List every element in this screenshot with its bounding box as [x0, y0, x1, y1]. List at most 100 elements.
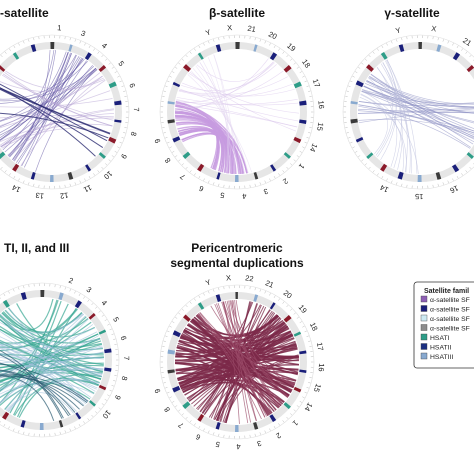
centromere-block [466, 152, 474, 160]
ring-tick [213, 289, 215, 292]
link-ribbon [0, 54, 77, 122]
ring-tick [259, 39, 261, 42]
ring-tick [309, 345, 312, 347]
ring-tick [286, 304, 289, 308]
ring-tick [171, 71, 175, 73]
tick-ring [0, 34, 130, 190]
title-beta-satellite: β-satellite [209, 6, 265, 20]
ring-tick [181, 58, 184, 61]
link-ribbon [370, 73, 474, 129]
chromosome-label: 14 [308, 142, 320, 153]
ring-tick [165, 335, 168, 337]
ring-tick [208, 40, 210, 44]
centromere-block [269, 414, 277, 423]
ring-tick [198, 425, 201, 429]
centromere-block [350, 118, 358, 124]
chromosome-label: Y [204, 278, 212, 288]
legend-swatch [420, 314, 428, 322]
ring-tick [377, 173, 379, 176]
ring-tick [108, 159, 111, 162]
ring-tick [88, 45, 91, 49]
ring-tick [174, 66, 178, 69]
legend-label: HSATIII [430, 354, 453, 361]
chromosome-label: 1 [297, 162, 307, 171]
centromere-block [2, 299, 10, 308]
link-ribbon [216, 303, 267, 417]
ring-tick [469, 166, 472, 170]
legend-swatch [420, 333, 428, 341]
link-ribbon [0, 77, 104, 93]
link-ribbon [176, 97, 299, 106]
ring-tick [69, 288, 71, 292]
ring-tick [8, 291, 10, 294]
chromosome-label: 18 [300, 58, 312, 70]
ring-tick [169, 325, 172, 328]
ring-tick [469, 54, 472, 58]
ring-tick [361, 159, 364, 162]
ring-tick [269, 428, 271, 431]
ring-tick [79, 40, 81, 44]
chromosome-label: 8 [162, 405, 172, 414]
chromosome-label: 3 [85, 285, 93, 295]
link-ribbon [358, 107, 474, 114]
ring-tick [33, 183, 35, 187]
link-ribbon [219, 301, 251, 422]
link-ribbon [175, 100, 233, 174]
link-ribbon [179, 304, 261, 386]
ring-tick [74, 291, 76, 294]
chromosome-label: 2 [281, 176, 290, 186]
ring-tick [203, 178, 205, 181]
ring-tick [203, 43, 205, 46]
centromere-block [68, 44, 73, 52]
centromere-block [215, 421, 221, 430]
centromere-block [182, 151, 191, 160]
ring-tick [296, 405, 300, 408]
ring-tick [169, 396, 172, 399]
ring-tick [171, 151, 175, 153]
ring-tick [296, 66, 300, 69]
ring-tick [218, 287, 220, 291]
ring-tick [381, 175, 384, 179]
ring-tick [0, 421, 1, 423]
ring-tick [290, 163, 293, 166]
ring-tick [273, 425, 276, 429]
centromere-block [293, 136, 302, 144]
ring-tick [28, 39, 30, 42]
chromosome-label: 19 [285, 41, 297, 53]
link-ribbon [360, 93, 404, 172]
centromere-block [20, 292, 27, 300]
chromosome-label: 10 [101, 408, 113, 420]
ring-tick [69, 428, 71, 432]
ring-tick [111, 155, 115, 158]
ring-tick [23, 40, 25, 44]
ring-tick [357, 155, 361, 158]
ring-tick [181, 163, 184, 166]
link-ribbon [0, 373, 88, 404]
ring-tick [162, 95, 165, 97]
centromere-block [108, 81, 117, 89]
ring-tick [352, 146, 355, 149]
link-ribbon [179, 88, 299, 122]
chromosome-label: 6 [119, 335, 129, 341]
legend-label: α-satellite SF [430, 307, 470, 314]
ring-tick [452, 43, 454, 46]
ring-tick [372, 170, 375, 173]
ring-tick [348, 137, 351, 139]
ring-tick [162, 345, 165, 347]
link-ribbon [228, 300, 249, 424]
tick-ring [159, 34, 315, 190]
link-ribbon [213, 54, 236, 174]
link-ribbon [0, 349, 64, 419]
ring-tick [87, 299, 90, 302]
ring-tick [165, 85, 168, 87]
ring-tick [208, 180, 210, 184]
chromosome-label: 4 [100, 41, 109, 51]
ring-tick [264, 430, 266, 434]
ring-tick [218, 433, 220, 437]
ring-tick [386, 43, 388, 46]
link-ribbon [224, 325, 288, 424]
ring-tick [302, 75, 305, 78]
centromere-block [172, 330, 181, 338]
